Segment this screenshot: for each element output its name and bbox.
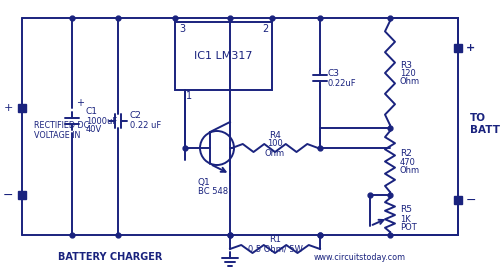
Text: −: − [466, 193, 476, 206]
Text: Q1: Q1 [198, 178, 211, 187]
Text: R5: R5 [400, 206, 412, 215]
Text: POT: POT [400, 222, 417, 231]
Text: 120: 120 [400, 70, 416, 79]
Text: BC 548: BC 548 [198, 187, 228, 196]
Bar [18, 104, 26, 112]
Text: +: + [466, 43, 475, 53]
Text: 470: 470 [400, 158, 416, 167]
Text: R2: R2 [400, 149, 412, 158]
Text: 1: 1 [186, 91, 192, 101]
Text: TO: TO [470, 113, 486, 123]
Text: Ohm: Ohm [400, 166, 420, 175]
Text: 2: 2 [262, 24, 268, 34]
Text: C1: C1 [86, 107, 98, 116]
Text: 100: 100 [267, 140, 283, 149]
Text: 40V: 40V [86, 125, 102, 134]
Bar [18, 191, 26, 199]
Text: C3: C3 [327, 69, 339, 78]
Text: 0.22 uF: 0.22 uF [130, 122, 161, 131]
Text: +: + [76, 98, 84, 108]
Text: BATTERY CHARGER: BATTERY CHARGER [58, 252, 162, 262]
Text: www.circuitstoday.com: www.circuitstoday.com [314, 252, 406, 261]
Text: Ohm: Ohm [265, 149, 285, 157]
Text: 1K: 1K [400, 215, 411, 224]
Text: +: + [4, 103, 13, 113]
Text: 0.22uF: 0.22uF [327, 79, 356, 88]
Bar [454, 44, 462, 52]
Text: VOLTAGE IN: VOLTAGE IN [34, 131, 80, 141]
Text: IC1 LM317: IC1 LM317 [194, 51, 253, 61]
Bar [454, 196, 462, 204]
Bar [175, 22, 272, 90]
Text: 3: 3 [179, 24, 185, 34]
Text: BATTERY: BATTERY [470, 125, 500, 135]
Text: R1: R1 [269, 236, 281, 245]
Text: 1000uF: 1000uF [86, 116, 117, 125]
Text: RECTIFIED DC: RECTIFIED DC [34, 122, 89, 131]
Text: C2: C2 [130, 112, 142, 120]
Text: Ohm: Ohm [400, 78, 420, 86]
Text: 0.5 Ohm/ 5W: 0.5 Ohm/ 5W [248, 245, 302, 254]
Text: R4: R4 [269, 131, 281, 140]
Text: −: − [2, 188, 13, 202]
Text: R3: R3 [400, 60, 412, 70]
